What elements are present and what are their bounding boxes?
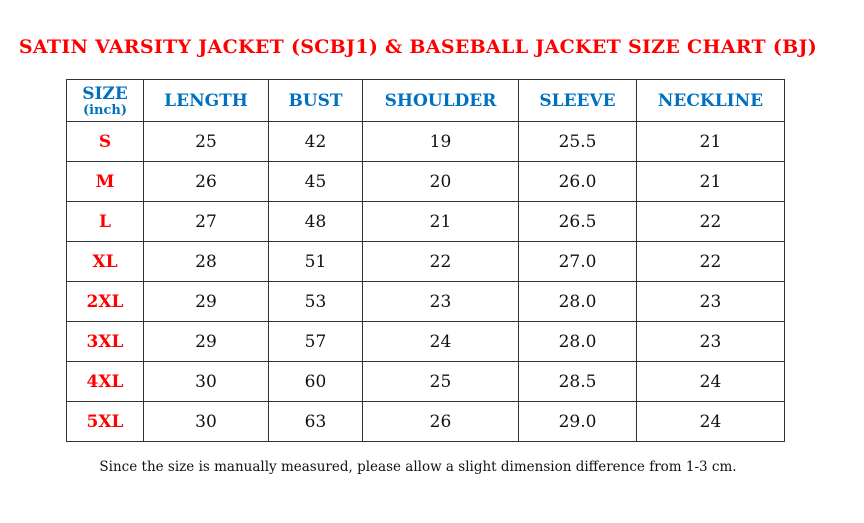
- table-row: 2XL 29 53 23 28.0 23: [66, 281, 785, 322]
- size-cell: S: [66, 121, 144, 162]
- value-cell: 23: [636, 281, 785, 322]
- table-row: M 26 45 20 26.0 21: [66, 161, 785, 202]
- size-cell: 5XL: [66, 401, 144, 442]
- value-cell: 28.0: [518, 321, 637, 362]
- value-cell: 28.0: [518, 281, 637, 322]
- value-cell: 25: [143, 121, 269, 162]
- value-cell: 25: [362, 361, 519, 402]
- value-cell: 29.0: [518, 401, 637, 442]
- value-cell: 29: [143, 321, 269, 362]
- value-cell: 26.0: [518, 161, 637, 202]
- value-cell: 63: [268, 401, 363, 442]
- size-label: SIZE: [82, 83, 128, 104]
- value-cell: 27.0: [518, 241, 637, 282]
- value-cell: 60: [268, 361, 363, 402]
- size-cell: XL: [66, 241, 144, 282]
- value-cell: 28.5: [518, 361, 637, 402]
- size-cell: 2XL: [66, 281, 144, 322]
- value-cell: 25.5: [518, 121, 637, 162]
- value-cell: 24: [636, 401, 785, 442]
- table-row: 4XL 30 60 25 28.5 24: [66, 361, 785, 402]
- value-cell: 20: [362, 161, 519, 202]
- value-cell: 24: [636, 361, 785, 402]
- value-cell: 23: [362, 281, 519, 322]
- value-cell: 24: [362, 321, 519, 362]
- size-cell: L: [66, 201, 144, 242]
- value-cell: 27: [143, 201, 269, 242]
- value-cell: 48: [268, 201, 363, 242]
- value-cell: 22: [362, 241, 519, 282]
- table-row: 3XL 29 57 24 28.0 23: [66, 321, 785, 362]
- value-cell: 21: [636, 161, 785, 202]
- value-cell: 23: [636, 321, 785, 362]
- header-neckline: NECKLINE: [636, 79, 785, 122]
- size-cell: 3XL: [66, 321, 144, 362]
- size-chart-table: SIZE (inch) LENGTH BUST SHOULDER SLEEVE N…: [66, 79, 785, 442]
- measurement-note: Since the size is manually measured, ple…: [99, 459, 737, 475]
- value-cell: 57: [268, 321, 363, 362]
- value-cell: 53: [268, 281, 363, 322]
- value-cell: 29: [143, 281, 269, 322]
- size-cell: 4XL: [66, 361, 144, 402]
- header-shoulder: SHOULDER: [362, 79, 519, 122]
- header-sleeve: SLEEVE: [518, 79, 637, 122]
- header-size: SIZE (inch): [66, 79, 144, 122]
- header-length: LENGTH: [143, 79, 269, 122]
- value-cell: 30: [143, 361, 269, 402]
- table-row: 5XL 30 63 26 29.0 24: [66, 401, 785, 442]
- value-cell: 22: [636, 201, 785, 242]
- size-cell: M: [66, 161, 144, 202]
- value-cell: 22: [636, 241, 785, 282]
- value-cell: 28: [143, 241, 269, 282]
- value-cell: 21: [636, 121, 785, 162]
- value-cell: 42: [268, 121, 363, 162]
- value-cell: 19: [362, 121, 519, 162]
- value-cell: 26: [362, 401, 519, 442]
- value-cell: 51: [268, 241, 363, 282]
- value-cell: 21: [362, 201, 519, 242]
- header-bust: BUST: [268, 79, 363, 122]
- table-row: S 25 42 19 25.5 21: [66, 121, 785, 162]
- table-row: XL 28 51 22 27.0 22: [66, 241, 785, 282]
- header-row: SIZE (inch) LENGTH BUST SHOULDER SLEEVE N…: [66, 79, 785, 122]
- chart-title: SATIN VARSITY JACKET (SCBJ1) & BASEBALL …: [18, 36, 818, 58]
- value-cell: 26: [143, 161, 269, 202]
- value-cell: 45: [268, 161, 363, 202]
- value-cell: 30: [143, 401, 269, 442]
- unit-label: (inch): [82, 102, 128, 118]
- table-row: L 27 48 21 26.5 22: [66, 201, 785, 242]
- value-cell: 26.5: [518, 201, 637, 242]
